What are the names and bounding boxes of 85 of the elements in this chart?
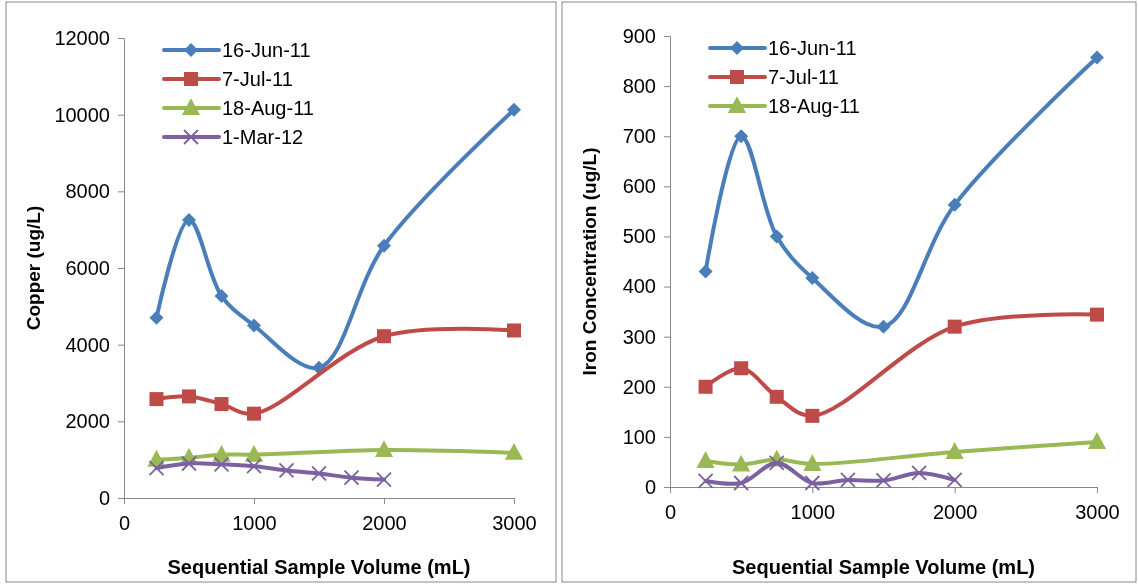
point [697,473,714,489]
x-tick-label: 0 [118,512,131,535]
y-tick-label: 400 [622,275,656,298]
point [244,444,264,462]
y-tick-label: 6000 [65,256,110,279]
point [1087,432,1107,449]
y-tick-label: 700 [622,125,656,148]
point [377,329,391,344]
point [507,102,521,117]
point [214,288,229,303]
point [732,454,751,472]
legend-label: 7-Jul-11 [768,66,839,88]
point [504,442,524,460]
x-tick-label: 1000 [790,501,836,524]
point [148,460,165,476]
point [698,264,713,279]
point [311,465,327,482]
y-tick-label: 0 [644,475,656,498]
legend-label: 16-Jun-11 [222,39,311,61]
y-tick-label: 12000 [54,26,110,49]
point [696,451,715,468]
y-tick-label: 300 [622,325,656,348]
y-tick-label: 600 [622,175,656,198]
point [149,310,164,325]
point [182,389,196,404]
x-tick-label: 2000 [932,501,978,524]
point [376,471,392,488]
legend-label: 1-Mar-12 [222,126,304,148]
point [1090,50,1104,65]
point [805,271,820,286]
point [214,397,229,412]
point [343,469,360,486]
y-tick-label: 2000 [65,410,110,433]
point [911,465,927,481]
y-tick-label: 10000 [54,103,110,126]
legend-label: 16-Jun-11 [768,37,857,59]
x-tick-label: 2000 [362,512,407,535]
point [768,455,785,471]
y-tick-label: 4000 [65,333,110,356]
point [1090,307,1104,322]
x-axis-title: Sequential Sample Volume (mL) [731,556,1036,578]
y-tick-label: 900 [622,24,656,47]
point [875,472,892,489]
point [840,472,856,488]
point [246,458,262,475]
point [945,442,964,459]
point [734,361,749,376]
x-tick-label: 3000 [492,512,537,535]
legend-label: 7-Jul-11 [222,68,293,90]
point [247,318,261,333]
point [181,455,197,472]
point [213,456,230,473]
point [946,472,963,488]
y-tick-label: 800 [622,75,656,98]
y-tick-label: 8000 [65,180,110,203]
point [803,454,822,471]
point [507,323,521,338]
point [769,389,784,404]
y-tick-label: 200 [622,375,656,398]
point [149,392,164,407]
point [805,408,820,423]
point [876,319,891,334]
point [374,440,394,458]
point [698,379,713,394]
point [247,406,261,421]
point [377,238,391,253]
point [278,462,295,479]
y-axis-title: Copper (ug/L) [23,205,44,331]
point [182,213,196,228]
point [733,475,750,491]
point [734,129,749,144]
legend-label: 18-Aug-11 [222,97,314,119]
point [804,475,821,491]
x-axis-title: Sequential Sample Volume (mL) [167,556,471,578]
y-axis-title: Iron Concentration (ug/L) [579,147,600,376]
point [947,197,962,212]
y-tick-label: 500 [622,225,656,248]
point [947,319,962,334]
legend-label: 18-Aug-11 [768,95,860,117]
x-tick-label: 1000 [232,512,277,535]
point [769,229,784,244]
x-tick-label: 3000 [1075,501,1120,524]
x-tick-label: 0 [664,501,677,524]
y-tick-label: 100 [622,425,656,448]
y-tick-label: 0 [98,486,110,509]
